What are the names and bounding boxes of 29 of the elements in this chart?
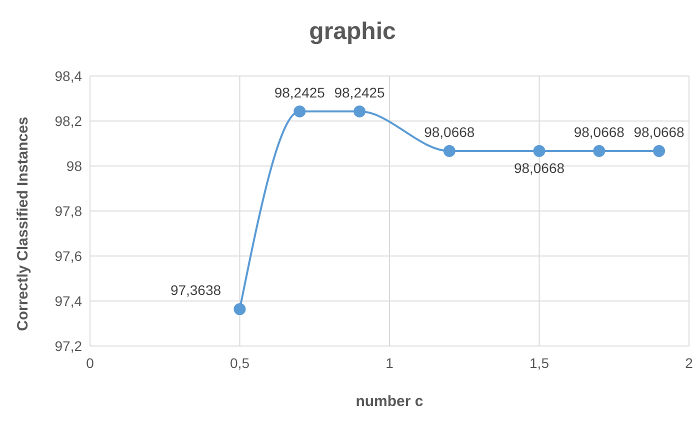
y-tick-label: 97,6: [54, 248, 82, 264]
data-label: 98,0668: [634, 124, 685, 140]
data-label: 97,3638: [170, 282, 222, 298]
point: [354, 105, 366, 118]
y-axis-title: Correctly Classified Instances: [14, 116, 32, 331]
data-label: 98,2425: [334, 84, 386, 100]
data-label: 98,2425: [274, 84, 326, 100]
x-tick-label: 1: [386, 355, 394, 371]
y-tick-label: 97,2: [54, 338, 82, 354]
x-axis-title: number c: [356, 393, 424, 410]
y-tick-label: 97,8: [54, 202, 82, 219]
point: [653, 144, 666, 157]
chart-title: graphic: [308, 17, 397, 47]
x-tick-label: 0: [86, 355, 94, 371]
x-tick-label: 1,5: [530, 355, 550, 371]
x-tick-label: 0,5: [230, 355, 250, 371]
x-tick-label: 2: [685, 355, 694, 371]
y-tick-label: 98,4: [54, 68, 82, 84]
data-label: 98,0668: [424, 124, 475, 140]
data-label: 98,0668: [514, 160, 565, 176]
y-tick-label: 98,2: [54, 112, 82, 129]
point: [593, 144, 606, 157]
point: [234, 303, 246, 316]
data-label: 98,0668: [574, 124, 625, 140]
y-tick-label: 98: [66, 158, 82, 174]
point: [533, 144, 546, 157]
point: [443, 144, 456, 157]
point: [294, 105, 306, 118]
y-tick-label: 97,4: [54, 292, 82, 309]
